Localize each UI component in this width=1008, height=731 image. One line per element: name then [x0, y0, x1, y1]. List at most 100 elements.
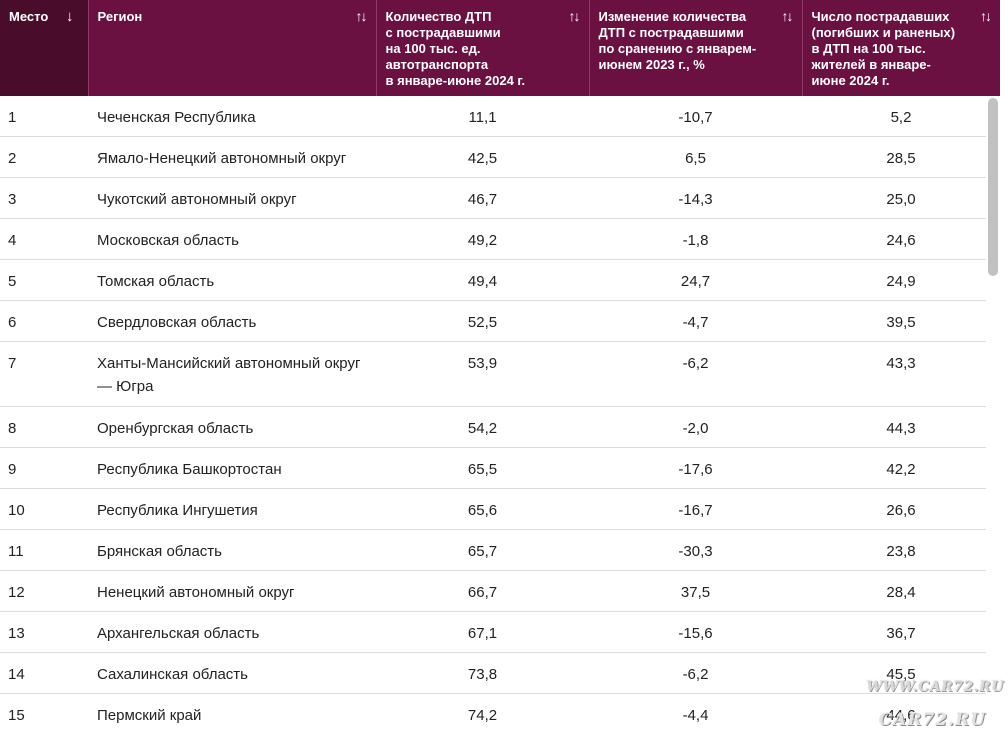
- victims-cell: 5,2: [802, 96, 1000, 137]
- header-label-line: в январе-июне 2024 г.: [385, 73, 526, 88]
- region-cell: Ямало-Ненецкий автономный округ: [88, 136, 376, 178]
- region-cell: Ханты-Мансийский автономный округ — Югра: [88, 341, 376, 407]
- change-cell: -30,3: [589, 529, 802, 571]
- region-cell: Чеченская Республика: [88, 96, 376, 137]
- table-row: 15 Пермский край 74,2 -4,4 44,6: [0, 693, 1000, 731]
- region-cell-text: Сахалинская область: [97, 666, 248, 683]
- header-change[interactable]: Изменение количества ДТП с пострадавшими п…: [588, 0, 802, 96]
- place-cell-text: 7: [8, 355, 17, 372]
- table-body: 1 Чеченская Республика 11,1 -10,7 5,2 2 Ямало-…: [0, 96, 1000, 731]
- place-cell-text: 12: [8, 584, 25, 601]
- accidents-cell: 46,7: [376, 177, 589, 219]
- accidents-cell-text: 49,2: [467, 232, 498, 249]
- victims-cell: 24,6: [802, 218, 1000, 260]
- sort-toggle-icon[interactable]: ↑↓: [980, 8, 992, 24]
- change-cell: 37,5: [589, 570, 802, 612]
- header-place[interactable]: Место ↓: [0, 0, 88, 96]
- victims-cell-text: 36,7: [886, 625, 916, 642]
- region-cell-text: Ямало-Ненецкий автономный округ: [97, 150, 347, 167]
- place-cell: 8: [0, 406, 88, 448]
- change-cell: -6,2: [589, 341, 802, 407]
- header-label-line: жителей в январе-: [811, 57, 931, 72]
- place-cell: 1: [0, 96, 88, 137]
- region-cell: Республика Башкортостан: [88, 447, 376, 489]
- accidents-cell-text: 66,7: [467, 584, 498, 601]
- table-row: 3 Чукотский автономный округ 46,7 -14,3 25,0: [0, 177, 1000, 219]
- change-cell-text: 37,5: [680, 584, 711, 601]
- place-cell-text: 1: [8, 109, 17, 126]
- victims-cell: 44,6: [802, 693, 1000, 731]
- region-cell-text: Архангельская область: [97, 625, 260, 642]
- change-cell: -15,6: [589, 611, 802, 653]
- place-cell: 10: [0, 488, 88, 530]
- change-cell: -16,7: [589, 488, 802, 530]
- sort-descending-icon[interactable]: ↓: [66, 8, 74, 25]
- table-row: 13 Архангельская область 67,1 -15,6 36,7: [0, 611, 1000, 653]
- change-cell: 6,5: [589, 136, 802, 178]
- place-cell-text: 8: [8, 420, 17, 437]
- accidents-cell-text: 67,1: [467, 625, 498, 642]
- accidents-cell-text: 52,5: [467, 314, 498, 331]
- victims-cell-text: 24,6: [886, 232, 916, 249]
- place-cell: 9: [0, 447, 88, 489]
- header-label-line: Количество ДТП: [385, 9, 492, 24]
- change-cell: -4,4: [589, 693, 802, 731]
- region-cell-text: Брянская область: [97, 543, 222, 560]
- region-cell: Брянская область: [88, 529, 376, 571]
- accidents-cell: 11,1: [376, 96, 589, 137]
- table-row: 10 Республика Ингушетия 65,6 -16,7 26,6: [0, 488, 1000, 530]
- region-cell: Оренбургская область: [88, 406, 376, 448]
- header-victims[interactable]: Число пострадавших (погибших и раненых) в …: [801, 0, 1000, 96]
- place-cell-text: 6: [8, 314, 17, 331]
- place-cell: 3: [0, 177, 88, 219]
- accidents-cell: 49,2: [376, 218, 589, 260]
- victims-cell: 39,5: [802, 300, 1000, 342]
- victims-cell: 43,3: [802, 341, 1000, 407]
- header-label-line: Регион: [97, 9, 143, 24]
- header-label-line: на 100 тыс. ед.: [385, 41, 481, 56]
- table-row: 11 Брянская область 65,7 -30,3 23,8: [0, 529, 1000, 571]
- accidents-cell: 42,5: [376, 136, 589, 178]
- region-cell: Пермский край: [88, 693, 376, 731]
- victims-cell: 24,9: [802, 259, 1000, 301]
- header-label-line: июнем 2023 г., %: [598, 57, 705, 72]
- accidents-cell-text: 54,2: [467, 420, 498, 437]
- place-cell: 11: [0, 529, 88, 571]
- place-cell-text: 9: [8, 461, 17, 478]
- sort-toggle-icon[interactable]: ↑↓: [355, 8, 368, 24]
- sort-toggle-icon[interactable]: ↑↓: [781, 8, 794, 24]
- region-cell-text: Чеченская Республика: [97, 109, 256, 126]
- header-region[interactable]: Регион ↑↓: [87, 0, 376, 96]
- accidents-cell-text: 65,6: [467, 502, 498, 519]
- sort-toggle-icon[interactable]: ↑↓: [568, 8, 581, 24]
- table-row: 9 Республика Башкортостан 65,5 -17,6 42,2: [0, 447, 1000, 489]
- change-cell: -2,0: [589, 406, 802, 448]
- table-row: 4 Московская область 49,2 -1,8 24,6: [0, 218, 1000, 260]
- victims-cell: 23,8: [802, 529, 1000, 571]
- scrollbar-thumb[interactable]: [988, 98, 998, 276]
- change-cell: 24,7: [589, 259, 802, 301]
- victims-cell: 28,4: [802, 570, 1000, 612]
- header-label-line: июне 2024 г.: [811, 73, 890, 88]
- place-cell-text: 13: [8, 625, 25, 642]
- header-label-line: в ДТП на 100 тыс.: [811, 41, 926, 56]
- header-accidents[interactable]: Количество ДТП с пострадавшими на 100 тыс.…: [375, 0, 589, 96]
- region-cell-text: Ханты-Мансийский автономный округ — Югра: [97, 355, 361, 395]
- change-cell-text: -10,7: [678, 109, 713, 126]
- header-label-line: (погибших и раненых): [811, 25, 956, 40]
- region-cell: Свердловская область: [88, 300, 376, 342]
- region-cell-text: Свердловская область: [97, 314, 257, 331]
- place-cell: 7: [0, 341, 88, 407]
- table-row: 12 Ненецкий автономный округ 66,7 37,5 28,4: [0, 570, 1000, 612]
- header-label-line: ДТП с пострадавшими: [598, 25, 744, 40]
- place-cell: 6: [0, 300, 88, 342]
- change-cell: -14,3: [589, 177, 802, 219]
- victims-cell-text: 44,6: [886, 707, 916, 724]
- header-label-line: с пострадавшими: [385, 25, 501, 40]
- table-header-row: Место ↓ Регион ↑↓ Количество ДТП с пострадавш…: [0, 0, 1000, 96]
- victims-cell-text: 28,4: [886, 584, 916, 601]
- change-cell-text: -4,4: [682, 707, 709, 724]
- change-cell-text: -16,7: [678, 502, 713, 519]
- victims-cell-text: 43,3: [886, 355, 916, 372]
